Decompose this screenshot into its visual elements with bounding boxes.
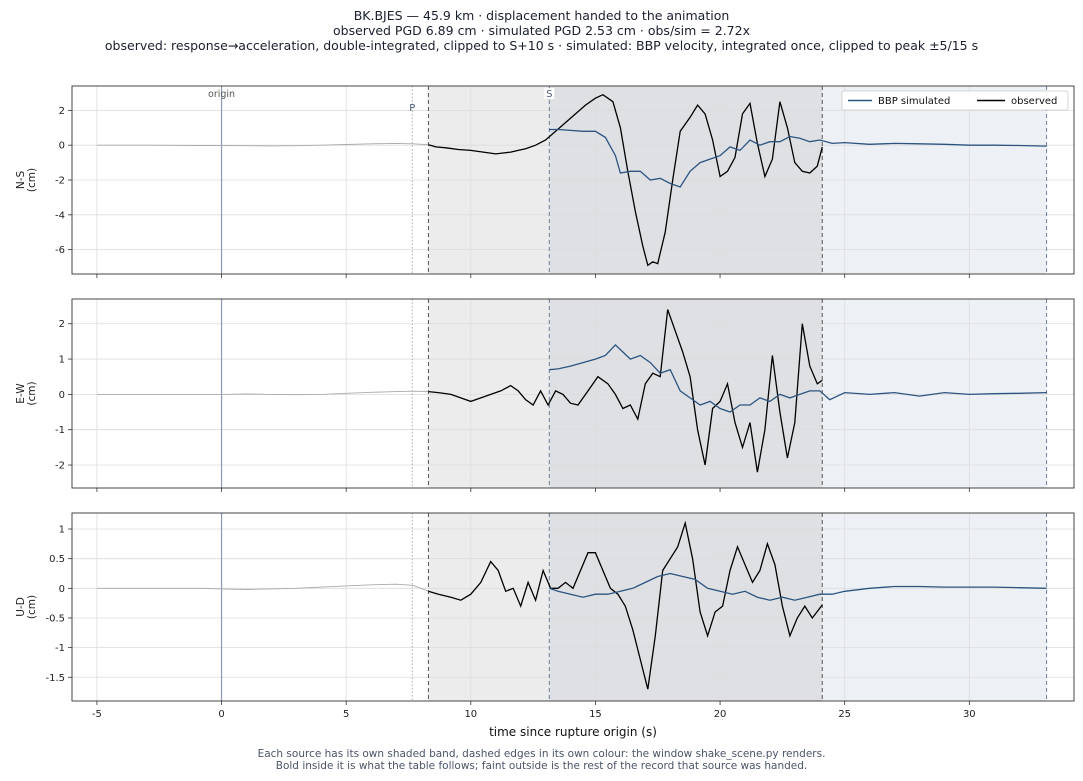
y-tick-label: 0.5 <box>49 554 65 565</box>
panel-frame <box>71 512 1075 702</box>
panel-frame <box>71 298 1075 489</box>
y-tick-label: -1 <box>55 643 65 654</box>
y-tick-label: -2 <box>55 176 65 187</box>
y-tick-label: 1 <box>59 525 65 536</box>
legend-box <box>841 90 1069 111</box>
x-tick-label: 15 <box>589 709 602 720</box>
simulated-line <box>549 128 1047 188</box>
observed-faint-line <box>96 583 429 592</box>
y-tick-label: -1 <box>55 425 65 436</box>
x-tick-label: 25 <box>838 709 851 720</box>
simulated-line <box>549 572 1047 601</box>
y-tick-label: 2 <box>59 319 65 330</box>
x-tick-label: 30 <box>963 709 976 720</box>
origin-label: origin <box>208 89 235 100</box>
observed-window-band <box>428 513 550 701</box>
x-axis-label: time since rupture origin (s) <box>489 725 657 739</box>
x-tick-label: 10 <box>464 709 477 720</box>
legend-observed-label: observed <box>1011 96 1057 107</box>
y-tick-label: 2 <box>59 106 65 117</box>
observed-line <box>428 309 823 473</box>
footer-note-line2: Bold inside it is what the table follows… <box>275 760 808 772</box>
observed-line <box>428 520 823 690</box>
y-axis-label: N-S(cm) <box>15 168 38 192</box>
footer-note-line1: Each source has its own shaded band, das… <box>257 748 826 760</box>
chart-title-line3: observed: response→acceleration, double-… <box>104 38 979 53</box>
y-tick-label: -0.5 <box>45 613 65 624</box>
x-tick-label: 20 <box>714 709 727 720</box>
y-tick-label: -4 <box>55 210 65 221</box>
s-label-bg <box>544 88 555 99</box>
overlap-window-band <box>549 299 823 488</box>
y-axis-label: E-W(cm) <box>15 381 38 405</box>
observed-line <box>428 93 823 267</box>
y-tick-label: -1.5 <box>45 673 65 684</box>
panel-2: -2 -1 0 1 2 E-W(cm) <box>15 298 1075 492</box>
x-tick-label: 0 <box>218 709 224 720</box>
x-tick-label: 5 <box>343 709 349 720</box>
chart-title-line2: observed PGD 6.89 cm · simulated PGD 2.5… <box>333 23 750 38</box>
y-tick-label: 1 <box>59 355 65 366</box>
panel-3: -1.5 -1 -0.5 0 0.5 1 U-D(cm) -5 0 5 10 15 20 25 30 time… <box>15 512 1075 739</box>
observed-faint-line <box>96 390 429 396</box>
y-tick-label: 0 <box>59 584 65 595</box>
y-tick-label: 0 <box>59 390 65 401</box>
x-tick-label: -5 <box>92 709 102 720</box>
chart-title-line1: BK.BJES — 45.9 km · displacement handed … <box>353 8 730 23</box>
y-tick-label: -6 <box>55 245 65 256</box>
y-tick-label: 0 <box>59 141 65 152</box>
s-label: S <box>546 89 552 100</box>
simulated-line <box>549 343 1047 413</box>
overlap-window-band <box>549 513 823 701</box>
panel-1: -6 -4 -2 0 2 N-S(cm) origin P S BBP simulated obse… <box>15 85 1075 278</box>
observed-faint-line <box>96 142 429 147</box>
y-tick-label: -2 <box>55 461 65 472</box>
simulated-window-band <box>822 513 1047 701</box>
legend-simulated-label: BBP simulated <box>878 96 950 107</box>
p-label: P <box>409 103 415 114</box>
y-axis-label: U-D(cm) <box>15 595 38 619</box>
